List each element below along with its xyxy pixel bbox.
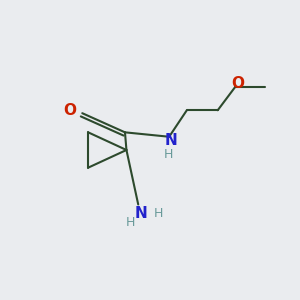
Text: H: H: [126, 216, 136, 229]
Text: O: O: [231, 76, 244, 91]
Text: N: N: [165, 133, 178, 148]
Text: O: O: [63, 103, 76, 118]
Text: H: H: [164, 148, 173, 161]
Text: N: N: [134, 206, 147, 221]
Text: H: H: [154, 207, 163, 220]
